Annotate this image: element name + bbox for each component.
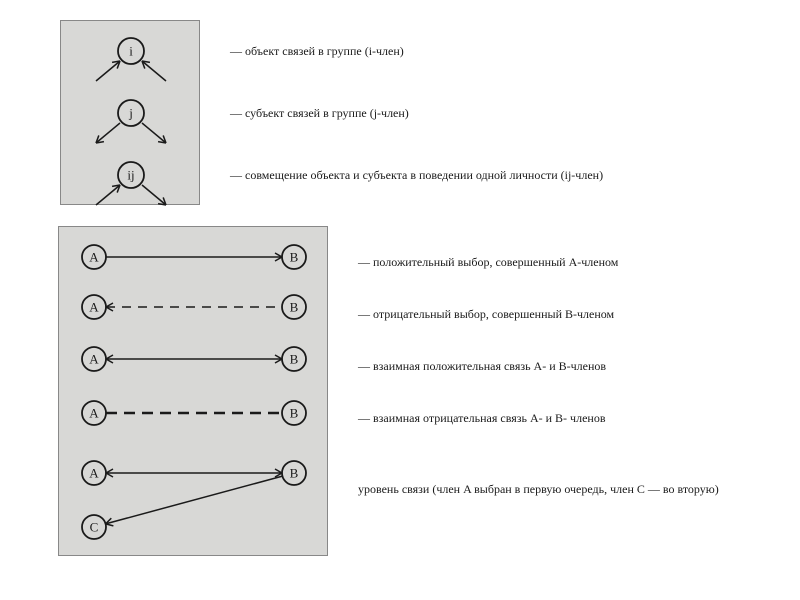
svg-text:A: A bbox=[89, 250, 99, 265]
top-label-0-text: — объект связей в группе (i-член) bbox=[230, 44, 404, 59]
top-label-2: — совмещение объекта и субъекта в поведе… bbox=[230, 144, 730, 206]
top-labels: — объект связей в группе (i-член) — субъ… bbox=[230, 20, 730, 206]
top-diagram-box: ijij bbox=[60, 20, 200, 205]
top-svg: ijij bbox=[61, 21, 201, 206]
bottom-diagram-box: A B A B A B A B A B C bbox=[58, 226, 328, 556]
svg-text:B: B bbox=[290, 352, 299, 367]
svg-text:B: B bbox=[290, 406, 299, 421]
top-label-2-text: — совмещение объекта и субъекта в поведе… bbox=[230, 168, 603, 183]
bottom-svg: A B A B A B A B A B C bbox=[59, 227, 329, 557]
top-label-1: — субъект связей в группе (j-член) bbox=[230, 82, 730, 144]
top-label-0: — объект связей в группе (i-член) bbox=[230, 20, 730, 82]
bot-label-0: — положительный выбор, совершенный A-чле… bbox=[358, 236, 738, 288]
svg-text:ij: ij bbox=[127, 168, 134, 183]
svg-text:B: B bbox=[290, 466, 299, 481]
section-bottom: A B A B A B A B A B C — положительный выбор, совер… bbox=[0, 226, 800, 556]
bot-label-2: — взаимная положительная связь A- и B-чл… bbox=[358, 340, 738, 392]
bot-label-4-text: уровень связи (член A выбран в первую оч… bbox=[358, 482, 719, 497]
bot-label-4: уровень связи (член A выбран в первую оч… bbox=[358, 444, 738, 534]
svg-text:C: C bbox=[90, 520, 99, 535]
section-top: ijij — объект связей в группе (i-член) —… bbox=[0, 0, 800, 206]
bot-label-3-text: — взаимная отрицательная связь A- и B- ч… bbox=[358, 411, 606, 426]
svg-text:i: i bbox=[129, 44, 133, 59]
bot-label-2-text: — взаимная положительная связь A- и B-чл… bbox=[358, 359, 606, 374]
svg-text:j: j bbox=[128, 106, 133, 121]
bot-label-3: — взаимная отрицательная связь A- и B- ч… bbox=[358, 392, 738, 444]
svg-text:B: B bbox=[290, 300, 299, 315]
bot-label-1-text: — отрицательный выбор, совершенный B-чле… bbox=[358, 307, 614, 322]
svg-text:A: A bbox=[89, 300, 99, 315]
svg-text:A: A bbox=[89, 466, 99, 481]
bot-label-0-text: — положительный выбор, совершенный A-чле… bbox=[358, 255, 618, 270]
svg-text:A: A bbox=[89, 352, 99, 367]
bot-label-1: — отрицательный выбор, совершенный B-чле… bbox=[358, 288, 738, 340]
bottom-labels: — положительный выбор, совершенный A-чле… bbox=[358, 236, 738, 534]
svg-text:B: B bbox=[290, 250, 299, 265]
svg-text:A: A bbox=[89, 406, 99, 421]
top-label-1-text: — субъект связей в группе (j-член) bbox=[230, 106, 409, 121]
